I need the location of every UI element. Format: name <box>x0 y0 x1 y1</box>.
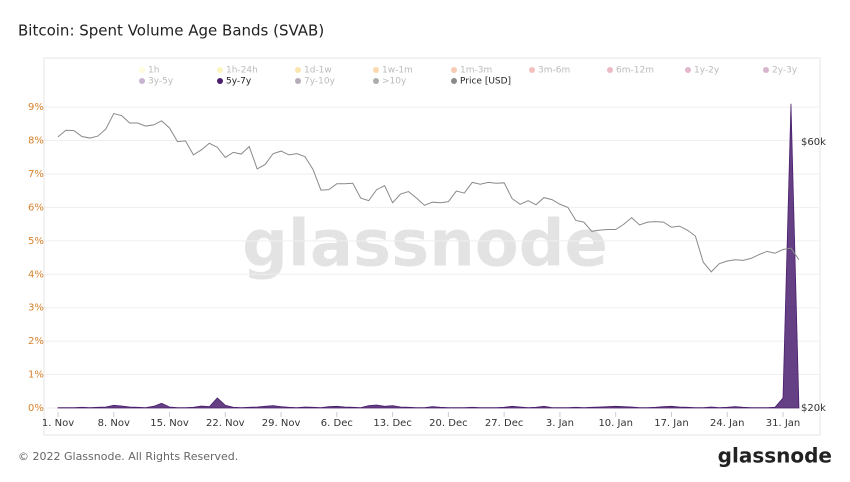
legend-label: 2y-3y <box>772 66 798 76</box>
legend-label: 1h-24h <box>226 66 258 76</box>
legend-marker <box>451 67 457 73</box>
y-tick-label: 5% <box>28 236 44 247</box>
legend-marker <box>295 67 301 73</box>
x-tick-label: 6. Dec <box>321 418 353 429</box>
y2-tick-label: $60k <box>801 137 826 148</box>
plot-frame <box>43 57 821 436</box>
legend-label: 6m-12m <box>616 66 654 76</box>
x-tick-label: 8. Nov <box>98 418 130 429</box>
y-tick-label: 1% <box>28 370 44 381</box>
y2-tick-label: $20k <box>801 403 826 414</box>
y-tick-label: 0% <box>28 403 44 414</box>
x-tick-label: 24. Jan <box>710 418 745 429</box>
legend-marker <box>295 78 301 84</box>
legend-label: 1m-3m <box>460 66 492 76</box>
footer: © 2022 Glassnode. All Rights Reserved. <box>18 450 238 463</box>
x-tick-label: 15. Nov <box>150 418 189 429</box>
legend-marker <box>763 67 769 73</box>
legend-label: 1w-1m <box>382 66 413 76</box>
legend-label: 1d-1w <box>304 66 332 76</box>
legend-label: 7y-10y <box>304 77 336 87</box>
x-tick-label: 10. Jan <box>598 418 633 429</box>
y-tick-label: 7% <box>28 169 44 180</box>
x-tick-label: 1. Nov <box>42 418 74 429</box>
legend-marker <box>607 67 613 73</box>
y-tick-label: 4% <box>28 269 44 280</box>
x-tick-label: 3. Jan <box>546 418 574 429</box>
legend-marker <box>217 67 223 73</box>
legend-label: 5y-7y <box>226 77 252 87</box>
legend-marker <box>373 67 379 73</box>
legend-marker <box>373 78 379 84</box>
x-tick-label: 22. Nov <box>206 418 245 429</box>
y-tick-label: 6% <box>28 202 44 213</box>
watermark: glassnode <box>242 208 608 282</box>
legend-marker <box>139 67 145 73</box>
x-tick-label: 27. Dec <box>485 418 523 429</box>
legend-marker <box>685 67 691 73</box>
area <box>57 103 800 409</box>
x-tick-label: 13. Dec <box>373 418 411 429</box>
x-tick-label: 29. Nov <box>262 418 301 429</box>
y-tick-label: 8% <box>28 136 44 147</box>
x-tick-label: 17. Jan <box>654 418 689 429</box>
x-tick-label: 20. Dec <box>429 418 467 429</box>
logo: glassnode <box>718 444 832 468</box>
legend-label: 3m-6m <box>538 66 570 76</box>
y-tick-label: 2% <box>28 336 44 347</box>
legend-label: 1y-2y <box>694 66 720 76</box>
x-tick-label: 31. Jan <box>766 418 801 429</box>
legend-label: >10y <box>382 77 407 87</box>
legend-marker <box>139 78 145 84</box>
price-line <box>57 112 800 273</box>
legend-marker <box>451 78 457 84</box>
legend-label: 3y-5y <box>148 77 174 87</box>
y-tick-label: 9% <box>28 102 44 113</box>
legend-marker <box>217 78 223 84</box>
y-tick-label: 3% <box>28 303 44 314</box>
legend-marker <box>529 67 535 73</box>
chart-title: Bitcoin: Spent Volume Age Bands (SVAB) <box>18 22 324 40</box>
legend-label: Price [USD] <box>460 77 511 87</box>
legend-label: 1h <box>148 66 159 76</box>
